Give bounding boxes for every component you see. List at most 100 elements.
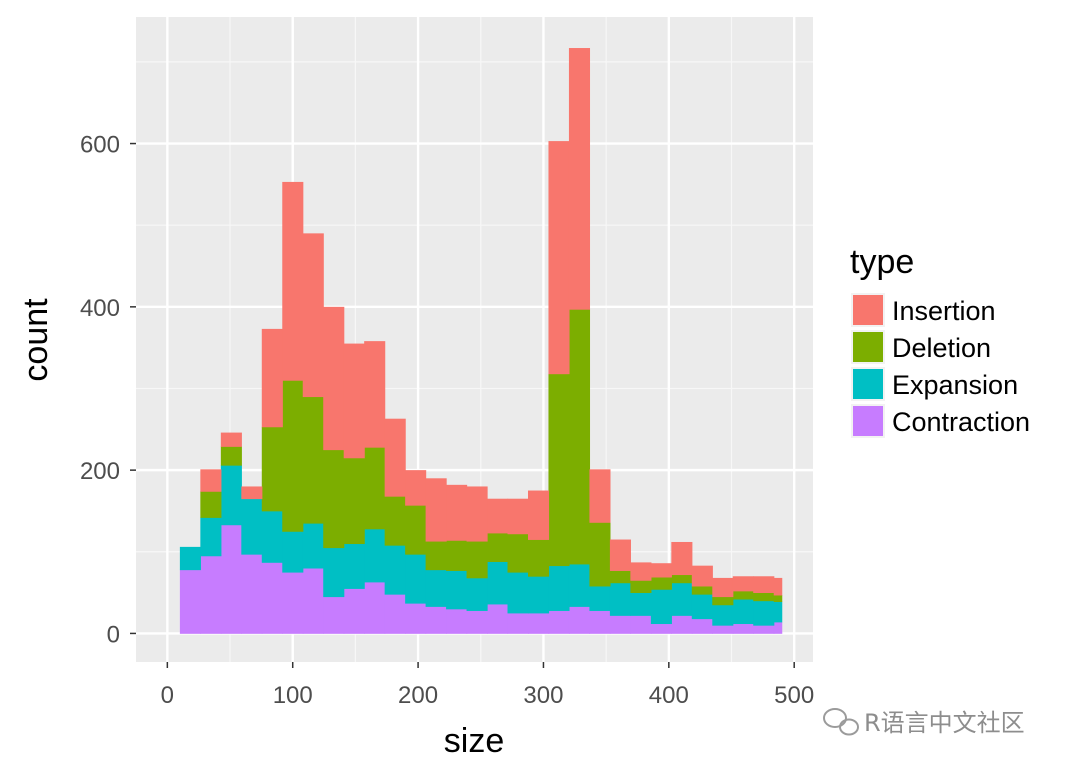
bar-contraction xyxy=(384,594,406,634)
bar-contraction xyxy=(220,524,242,634)
x-tick-label: 400 xyxy=(649,682,689,709)
bars xyxy=(179,48,783,634)
bar-deletion xyxy=(220,446,242,466)
bar-insertion xyxy=(671,541,693,576)
bar-contraction xyxy=(343,588,365,634)
bar-expansion xyxy=(261,510,283,563)
bar-expansion xyxy=(446,570,468,610)
bar-deletion xyxy=(671,574,693,584)
bar-expansion xyxy=(302,523,324,569)
bar-deletion xyxy=(282,380,304,532)
bar-insertion xyxy=(446,484,468,541)
bar-expansion xyxy=(405,554,427,604)
bar-expansion xyxy=(609,582,631,616)
bar-contraction xyxy=(691,618,713,634)
bar-contraction xyxy=(609,615,631,634)
bar-contraction xyxy=(282,572,304,634)
bar-contraction xyxy=(589,610,611,634)
legend-key-deletion xyxy=(853,332,883,362)
bar-deletion xyxy=(446,540,468,571)
bar-insertion xyxy=(589,469,611,523)
legend: type Insertion Deletion Expansion Contracti… xyxy=(850,243,1030,438)
bar-contraction xyxy=(773,621,783,634)
bar-deletion xyxy=(405,505,427,555)
bar-expansion xyxy=(323,547,345,598)
bar-expansion xyxy=(487,561,509,605)
bar-deletion xyxy=(425,541,447,571)
bar-contraction xyxy=(630,615,652,634)
bar-insertion xyxy=(773,577,783,596)
bar-deletion xyxy=(753,592,775,602)
y-tick-label: 600 xyxy=(80,132,120,159)
x-tick-label: 0 xyxy=(161,682,174,709)
bar-insertion xyxy=(261,328,283,428)
bar-deletion xyxy=(323,449,345,549)
bar-deletion xyxy=(528,539,550,577)
bar-insertion xyxy=(712,577,734,598)
y-tick-label: 400 xyxy=(80,295,120,322)
bar-contraction xyxy=(753,625,775,634)
bar-deletion xyxy=(507,533,529,573)
bar-expansion xyxy=(630,592,652,616)
bar-insertion xyxy=(609,539,631,571)
bar-contraction xyxy=(405,603,427,634)
bar-expansion xyxy=(425,569,447,607)
bar-expansion xyxy=(282,531,304,573)
legend-title: type xyxy=(850,243,914,281)
legend-key-expansion xyxy=(853,369,883,399)
bar-contraction xyxy=(425,606,447,634)
bar-deletion xyxy=(343,457,365,545)
watermark-text: R语言中文社区 xyxy=(864,709,1025,737)
bar-expansion xyxy=(773,601,783,623)
bar-deletion xyxy=(568,309,591,565)
bar-deletion xyxy=(712,596,734,606)
bar-contraction xyxy=(487,604,509,634)
bar-expansion xyxy=(753,600,775,626)
bar-insertion xyxy=(732,576,754,592)
bar-expansion xyxy=(548,565,570,611)
bar-insertion xyxy=(425,478,447,542)
bar-deletion xyxy=(200,491,222,518)
wechat-icon xyxy=(823,708,859,736)
x-tick-label: 200 xyxy=(398,682,438,709)
axis-ticks xyxy=(130,142,795,668)
bar-insertion xyxy=(507,498,529,535)
bar-expansion xyxy=(466,577,488,611)
bar-insertion xyxy=(384,418,406,497)
bar-expansion xyxy=(671,582,693,616)
bar-deletion xyxy=(773,595,783,602)
bar-deletion xyxy=(302,396,324,524)
legend-items: Insertion Deletion Expansion Contraction xyxy=(851,293,1030,438)
watermark: R语言中文社区 xyxy=(823,708,1025,737)
legend-label-insertion: Insertion xyxy=(892,296,996,326)
bar-contraction xyxy=(650,623,672,634)
bar-expansion xyxy=(343,543,365,589)
legend-key-contraction xyxy=(853,406,883,436)
bar-insertion xyxy=(568,48,591,310)
bar-deletion xyxy=(384,496,406,546)
x-tick-label: 300 xyxy=(523,682,563,709)
bar-insertion xyxy=(364,341,386,448)
bar-contraction xyxy=(466,610,488,634)
bar-contraction xyxy=(302,568,324,634)
bar-deletion xyxy=(364,447,386,530)
bar-expansion xyxy=(712,604,734,626)
bar-contraction xyxy=(364,581,386,634)
bar-contraction xyxy=(261,562,283,634)
bar-deletion xyxy=(548,373,570,567)
bar-expansion xyxy=(200,517,222,557)
bar-deletion xyxy=(261,426,283,512)
bar-insertion xyxy=(282,181,304,381)
bar-contraction xyxy=(507,613,529,634)
y-tick-label: 200 xyxy=(80,458,120,485)
bar-contraction xyxy=(241,554,263,634)
bar-insertion xyxy=(466,486,488,542)
bar-contraction xyxy=(671,615,693,634)
bar-expansion xyxy=(691,594,713,620)
y-tick-labels: 0 200 400 600 xyxy=(80,132,120,649)
bar-insertion xyxy=(405,470,427,506)
bar-deletion xyxy=(609,570,631,584)
x-axis-title: size xyxy=(444,722,504,760)
bar-insertion xyxy=(630,562,652,581)
